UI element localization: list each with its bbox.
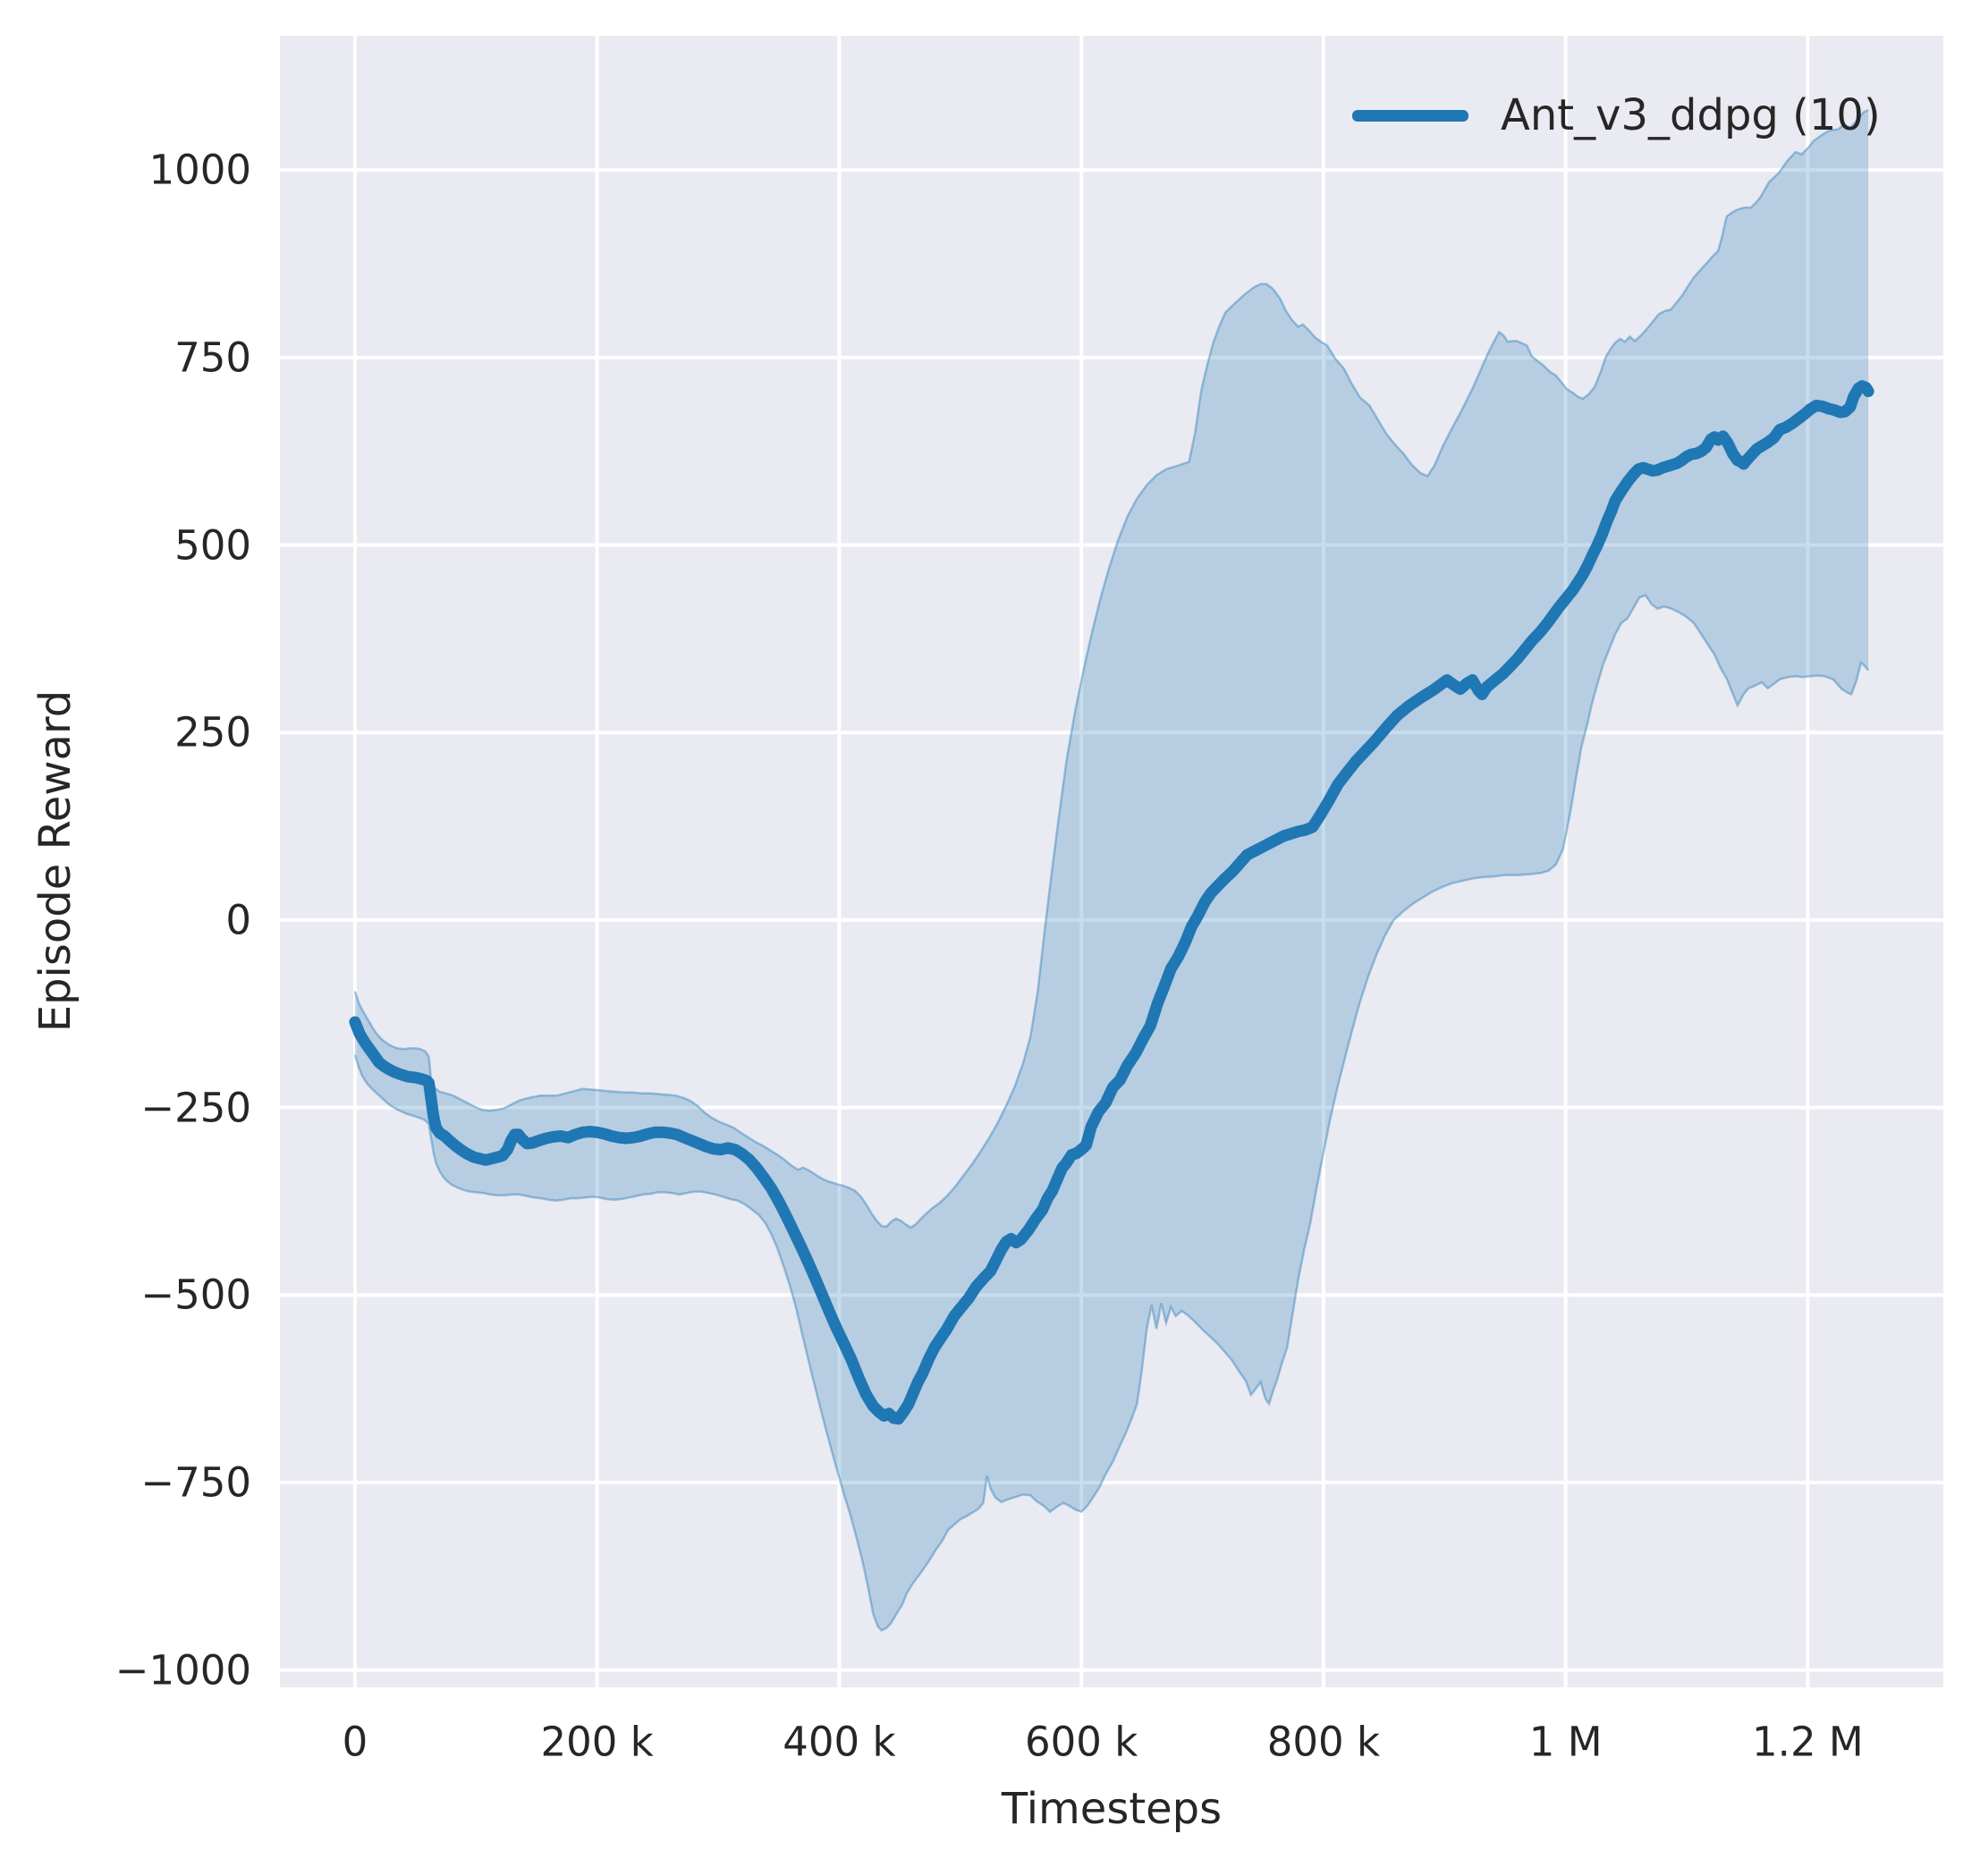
y-tick-label: −750 xyxy=(140,1458,251,1507)
legend-label: Ant_v3_ddpg (10) xyxy=(1501,90,1881,140)
confidence-band xyxy=(354,110,1869,1631)
x-tick-label: 400 k xyxy=(783,1718,896,1766)
x-tick-label: 1 M xyxy=(1528,1718,1603,1766)
y-axis-label: Episode Reward xyxy=(30,689,80,1033)
y-tick-label: −250 xyxy=(140,1084,251,1132)
confidence-band-upper-edge xyxy=(353,108,1869,1230)
x-tick-label: 0 xyxy=(342,1718,368,1766)
y-tick-label: 0 xyxy=(225,896,251,944)
y-tick-label: 500 xyxy=(174,521,251,570)
x-tick-label: 800 k xyxy=(1266,1718,1381,1766)
confidence-band-lower-edge xyxy=(353,594,1870,1632)
mean-reward-line xyxy=(349,380,1874,1425)
y-tick-label: 250 xyxy=(174,708,251,756)
x-tick-label: 1.2 M xyxy=(1752,1718,1864,1766)
y-tick-label: 1000 xyxy=(148,146,251,194)
legend: Ant_v3_ddpg (10) xyxy=(1352,94,1881,137)
x-tick-label: 600 k xyxy=(1025,1718,1138,1766)
y-tick-label: −1000 xyxy=(114,1646,251,1694)
x-axis-label: Timesteps xyxy=(1001,1784,1223,1834)
legend-line-marker xyxy=(1352,109,1468,122)
y-tick-label: −500 xyxy=(140,1271,251,1319)
y-tick-label: 750 xyxy=(174,334,251,382)
plot-background xyxy=(280,36,1943,1687)
x-tick-label: 200 k xyxy=(540,1718,654,1766)
